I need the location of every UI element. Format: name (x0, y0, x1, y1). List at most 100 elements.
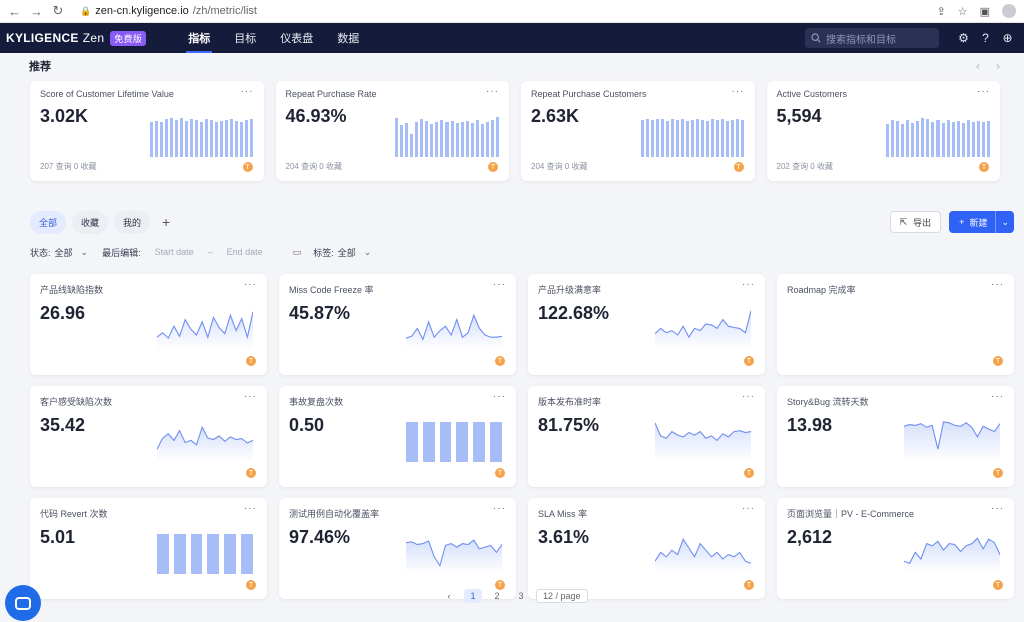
chart-bar (184, 120, 188, 157)
prev-page-icon[interactable]: ‹ (447, 591, 451, 601)
forward-icon[interactable]: → (30, 3, 43, 19)
language-icon[interactable]: ⊕ (1002, 31, 1013, 45)
address-bar[interactable]: 🔒 zen-cn.kyligence.io/zh/metric/list (80, 5, 257, 17)
prev-arrow-icon[interactable]: ‹ (976, 59, 980, 73)
card-value: 45.87% (289, 303, 351, 323)
more-icon[interactable]: ··· (977, 86, 990, 97)
card-title: 页面浏览量｜PV - E-Commerce (787, 509, 915, 519)
page-1[interactable]: 1 (464, 589, 482, 603)
new-button[interactable]: + 新建 (949, 216, 995, 229)
tab-mine[interactable]: 我的 (114, 210, 151, 234)
chart-bar (205, 119, 209, 157)
back-icon[interactable]: ← (8, 3, 21, 19)
chart-bar (430, 124, 434, 157)
next-arrow-icon[interactable]: › (996, 59, 1000, 73)
more-icon[interactable]: ··· (240, 86, 254, 97)
sidebar-toggle-icon[interactable]: ▣ (979, 5, 990, 18)
chart-bar (480, 124, 484, 157)
profile-avatar[interactable] (1002, 4, 1016, 18)
metric-card[interactable]: 客户感受缺陷次数 ··· 35.42 T (30, 386, 267, 487)
sparkline-chart (655, 537, 751, 574)
more-icon[interactable]: ··· (493, 279, 506, 290)
chart-bar (460, 121, 464, 157)
star-icon[interactable]: ☆ (957, 5, 968, 18)
chart-bar (470, 122, 474, 157)
tab-favorites[interactable]: 收藏 (72, 210, 109, 234)
page-3[interactable]: 3 (518, 591, 524, 601)
metric-card[interactable]: Story&Bug 流转天数 ··· 13.98 T (777, 386, 1014, 487)
global-search-input[interactable]: 搜索指标和目标 (805, 28, 939, 48)
more-icon[interactable]: ··· (742, 279, 755, 290)
chart-bar (731, 120, 735, 157)
filter-bar: 状态: 全部 ⌄ 最后编辑: Start date – End date ▭ 标… (30, 241, 1014, 263)
card-title: 代码 Revert 次数 (40, 509, 108, 519)
metric-card[interactable]: 产品升级满意率 ··· 122.68% T (528, 274, 765, 375)
recommend-card[interactable]: Repeat Purchase Customers ··· 2.63K 204 查询 … (521, 81, 755, 181)
tab-all[interactable]: 全部 (30, 210, 67, 234)
chart-bar (690, 120, 695, 157)
metric-card[interactable]: Miss Code Freeze 率 ··· 45.87% T (279, 274, 516, 375)
reload-icon[interactable]: ↻ (52, 3, 64, 18)
settings-icon[interactable]: ⚙ (958, 31, 969, 45)
more-icon[interactable]: ··· (991, 391, 1004, 402)
more-icon[interactable]: ··· (991, 503, 1004, 514)
card-title: 测试用例自动化覆盖率 (289, 509, 380, 519)
chart-bar (224, 534, 237, 574)
metric-card[interactable]: SLA Miss 率 ··· 3.61% T (528, 498, 765, 599)
status-filter-select[interactable]: 全部 (54, 247, 73, 258)
new-dropdown-button[interactable]: ⌄ (995, 211, 1014, 233)
more-icon[interactable]: ··· (244, 503, 257, 514)
recommend-card[interactable]: Score of Customer Lifetime Value ··· 3.02K… (30, 81, 264, 181)
recommend-card[interactable]: Repeat Purchase Rate ··· 46.93% 204 查询 0 收藏… (275, 81, 509, 181)
recommend-title: 推荐 (29, 61, 51, 73)
start-date-input[interactable]: Start date (154, 247, 194, 257)
more-icon[interactable]: ··· (493, 503, 506, 514)
sparkline-area (904, 421, 1000, 462)
card-stats: 207 查询 0 收藏 (40, 162, 97, 171)
end-date-input[interactable]: End date (226, 247, 263, 257)
chart-bar (440, 120, 444, 157)
more-icon[interactable]: ··· (244, 279, 257, 290)
more-icon[interactable]: ··· (742, 503, 755, 514)
chart-bar (230, 119, 234, 157)
chat-support-button[interactable] (5, 585, 41, 621)
metric-card[interactable]: 页面浏览量｜PV - E-Commerce ··· 2,612 T (777, 498, 1014, 599)
metric-card[interactable]: Roadmap 完成率 ··· T (777, 274, 1014, 375)
card-stats: 204 查询 0 收藏 (285, 162, 342, 171)
more-icon[interactable]: ··· (731, 86, 745, 97)
chart-bar (675, 120, 679, 157)
add-tab-icon[interactable]: + (162, 214, 171, 230)
new-button-group: + 新建 ⌄ (949, 211, 1014, 233)
nav-data[interactable]: 数据 (337, 33, 360, 45)
more-icon[interactable]: ··· (486, 86, 499, 97)
metric-card[interactable]: 测试用例自动化覆盖率 ··· 97.46% T (279, 498, 516, 599)
chart-bar (169, 118, 173, 157)
page-2[interactable]: 2 (494, 591, 500, 601)
page-size-select[interactable]: 12 / page (536, 589, 588, 603)
more-icon[interactable]: ··· (244, 391, 257, 402)
tag-filter-select[interactable]: 全部 (337, 247, 356, 258)
chart-bar (189, 119, 193, 157)
calendar-icon[interactable]: ▭ (292, 246, 302, 257)
nav-goals[interactable]: 目标 (234, 33, 257, 45)
owner-avatar: T (495, 468, 505, 478)
brand-logo[interactable]: KYLIGENCE Zen 免费版 (6, 30, 147, 46)
metric-card[interactable]: 产品线缺陷指数 ··· 26.96 T (30, 274, 267, 375)
share-icon[interactable]: ⇪ (936, 5, 946, 18)
export-button[interactable]: ⇱ 导出 (889, 211, 942, 233)
help-icon[interactable]: ? (982, 31, 989, 45)
chevron-down-icon[interactable]: ⌄ (80, 246, 89, 257)
metric-card[interactable]: 事故复盘次数 ··· 0.50 T (279, 386, 516, 487)
owner-avatar: T (744, 468, 754, 478)
nav-metrics[interactable]: 指标 (176, 23, 222, 53)
chevron-down-icon[interactable]: ⌄ (363, 246, 372, 257)
nav-dashboards[interactable]: 仪表盘 (280, 33, 314, 45)
metric-card[interactable]: 版本发布准时率 ··· 81.75% T (528, 386, 765, 487)
more-icon[interactable]: ··· (742, 391, 755, 402)
more-icon[interactable]: ··· (493, 391, 506, 402)
more-icon[interactable]: ··· (991, 279, 1004, 290)
recommend-card[interactable]: Active Customers ··· 5,594 202 查询 0 收藏 T (766, 81, 1000, 181)
metric-card[interactable]: 代码 Revert 次数 ··· 5.01 T (30, 498, 267, 599)
sparkline-area (406, 540, 502, 574)
chart-bar (485, 121, 489, 157)
